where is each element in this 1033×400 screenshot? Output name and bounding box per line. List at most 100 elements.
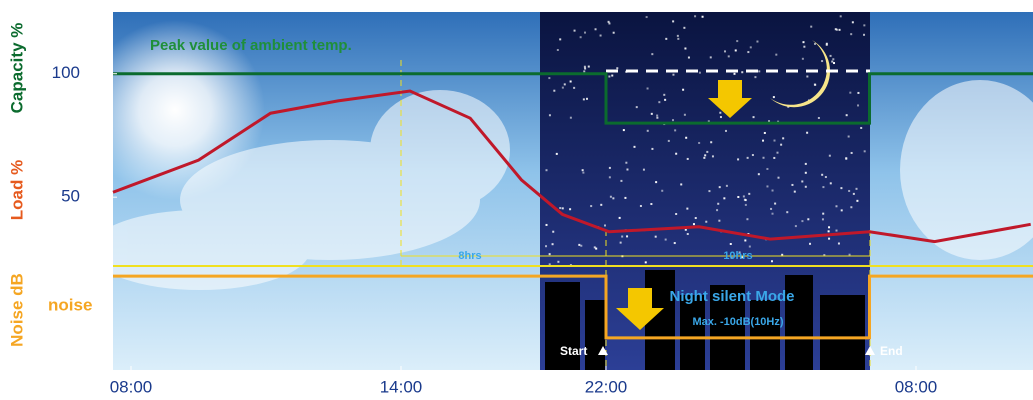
star (835, 205, 838, 208)
star (850, 33, 853, 36)
annotation: Peak value of ambient temp. (150, 37, 352, 54)
star (585, 97, 588, 100)
star (794, 225, 797, 228)
star (801, 180, 804, 183)
star (548, 253, 551, 256)
star (791, 183, 794, 186)
star (569, 116, 572, 119)
star (748, 245, 751, 248)
star (719, 111, 722, 114)
star (559, 38, 562, 41)
star (746, 218, 749, 221)
star (863, 24, 866, 27)
series-line (112, 89, 1031, 244)
star (780, 143, 783, 146)
star (561, 207, 564, 210)
star (607, 20, 610, 23)
star (548, 77, 551, 80)
star (674, 129, 677, 132)
star (835, 28, 838, 31)
star (590, 205, 593, 208)
star (744, 203, 747, 206)
star (583, 70, 586, 73)
star (804, 171, 807, 174)
star (561, 86, 564, 89)
star (835, 229, 838, 232)
star (709, 56, 712, 59)
star (803, 45, 806, 48)
star (856, 199, 859, 202)
star (710, 141, 713, 144)
star (557, 260, 560, 263)
star (672, 119, 675, 122)
star (633, 145, 636, 148)
star (801, 220, 804, 223)
star (848, 189, 851, 192)
arrow-down (708, 80, 752, 118)
star (823, 254, 826, 257)
star (734, 49, 737, 52)
star (593, 246, 596, 249)
star (775, 53, 778, 56)
star (569, 80, 572, 83)
star (684, 47, 687, 50)
star (559, 207, 562, 210)
x-tick-label: 08:00 (895, 377, 938, 396)
star (850, 206, 853, 209)
star (708, 190, 711, 193)
star (822, 212, 825, 215)
annotation: 10hrs (723, 250, 752, 262)
star (619, 241, 622, 244)
star (804, 185, 807, 188)
star (786, 211, 789, 214)
y-tick-label: 50 (61, 187, 80, 206)
star (716, 209, 719, 212)
star (655, 181, 658, 184)
star (838, 28, 841, 31)
star (624, 196, 627, 199)
star (777, 176, 780, 179)
star (748, 192, 751, 195)
star (814, 42, 817, 45)
clouds (90, 80, 1033, 290)
star (595, 247, 598, 250)
star (703, 156, 706, 159)
star (744, 239, 747, 242)
star (851, 21, 854, 24)
star (579, 36, 582, 39)
star (832, 58, 835, 61)
stars (545, 15, 866, 267)
star (744, 199, 747, 202)
star (733, 72, 736, 75)
star (675, 212, 678, 215)
star (770, 207, 773, 210)
star (807, 218, 810, 221)
star (738, 251, 741, 254)
star (855, 187, 858, 190)
star (863, 33, 866, 36)
star (793, 190, 796, 193)
star (646, 87, 649, 90)
star (677, 37, 680, 40)
star (724, 50, 727, 53)
star (782, 137, 785, 140)
star (776, 151, 779, 154)
star (569, 208, 572, 211)
star (667, 139, 670, 142)
star (804, 162, 807, 165)
star (664, 238, 667, 241)
star (757, 173, 760, 176)
star (578, 243, 581, 246)
star (762, 139, 765, 142)
star (729, 242, 732, 245)
star (698, 71, 701, 74)
star (587, 65, 590, 68)
star (829, 182, 832, 185)
star (704, 154, 707, 157)
star (727, 55, 730, 58)
star (742, 195, 745, 198)
star (825, 43, 828, 46)
star (718, 186, 721, 189)
star (801, 57, 804, 60)
star (817, 116, 820, 119)
